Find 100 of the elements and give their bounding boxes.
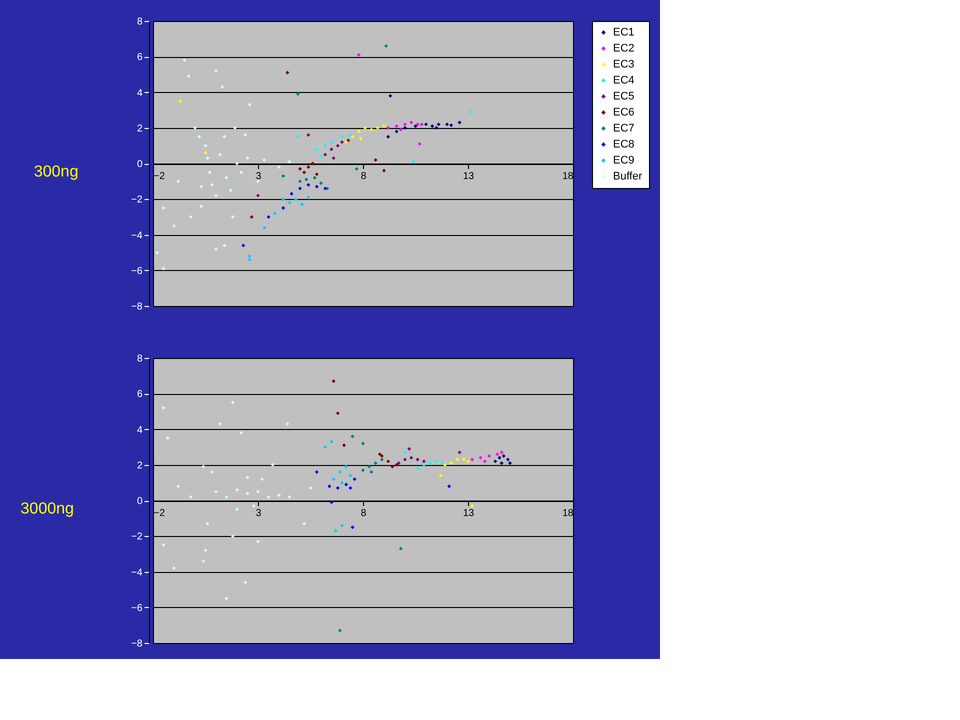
point xyxy=(470,504,474,508)
legend-label: EC5 xyxy=(613,90,634,102)
point xyxy=(384,44,388,48)
point xyxy=(206,156,210,160)
point xyxy=(336,486,340,490)
point xyxy=(248,258,252,262)
point xyxy=(260,477,264,481)
point xyxy=(328,484,332,488)
point xyxy=(233,126,237,130)
point xyxy=(252,504,256,508)
point xyxy=(422,459,426,464)
y-tick-label: −6 xyxy=(131,266,143,277)
y-tick-label: −4 xyxy=(131,230,143,242)
point xyxy=(281,197,286,201)
legend-label: EC2 xyxy=(613,42,634,54)
point xyxy=(302,522,306,526)
point xyxy=(422,463,426,467)
point xyxy=(330,500,334,504)
point xyxy=(296,92,300,96)
point xyxy=(407,446,412,451)
y-tick-label: −4 xyxy=(131,567,143,578)
point xyxy=(304,178,308,182)
point xyxy=(246,156,250,160)
point xyxy=(374,158,378,162)
x-tick-label: 18 xyxy=(562,171,574,182)
point xyxy=(430,124,434,128)
y-tick-label: 2 xyxy=(136,123,143,134)
y-tick-label: 8 xyxy=(136,16,143,28)
x-tick-label: −2 xyxy=(154,171,166,182)
x-tick-label: 13 xyxy=(462,171,474,182)
point xyxy=(470,458,474,462)
point xyxy=(298,166,302,171)
point xyxy=(386,126,390,130)
point xyxy=(302,170,306,174)
point xyxy=(294,197,298,201)
point xyxy=(443,463,447,467)
point xyxy=(172,224,176,228)
point xyxy=(323,445,328,449)
point xyxy=(348,474,352,478)
y-tick-label: −2 xyxy=(131,532,143,543)
point xyxy=(367,464,372,469)
y-tick-label: 0 xyxy=(136,496,143,507)
point xyxy=(361,468,365,472)
point xyxy=(210,470,214,474)
point xyxy=(370,128,374,132)
point xyxy=(363,126,367,130)
y-tick-label: −8 xyxy=(131,302,143,312)
point xyxy=(290,192,294,196)
y-tick-label: 0 xyxy=(136,159,143,170)
point xyxy=(403,122,407,126)
point xyxy=(248,102,252,107)
point xyxy=(394,130,398,134)
point xyxy=(449,461,454,465)
point xyxy=(262,158,266,162)
point xyxy=(396,461,401,465)
point xyxy=(222,244,226,248)
point xyxy=(230,215,235,219)
point xyxy=(428,461,432,465)
point xyxy=(288,200,292,205)
point xyxy=(440,461,445,465)
point xyxy=(348,486,352,490)
point xyxy=(172,566,176,570)
point xyxy=(306,195,310,200)
x-tick-label: −2 xyxy=(154,508,166,519)
point xyxy=(230,400,235,404)
point xyxy=(182,58,186,62)
legend-label: EC3 xyxy=(613,58,634,70)
point xyxy=(281,174,286,178)
point xyxy=(354,166,359,171)
point xyxy=(286,422,290,426)
point xyxy=(342,443,346,448)
point xyxy=(500,461,504,465)
point xyxy=(202,464,206,469)
point xyxy=(218,422,222,426)
point xyxy=(246,475,250,480)
point xyxy=(356,52,361,57)
y-tick-label: −8 xyxy=(131,638,143,650)
point xyxy=(458,450,462,454)
point xyxy=(394,463,398,467)
point xyxy=(398,546,403,550)
point xyxy=(235,488,239,492)
point xyxy=(188,495,193,499)
point xyxy=(306,183,310,187)
point xyxy=(466,459,470,464)
point xyxy=(262,226,266,230)
point xyxy=(244,580,248,584)
point xyxy=(344,464,348,469)
point xyxy=(340,134,344,139)
point xyxy=(496,452,500,456)
point xyxy=(416,466,420,470)
point xyxy=(188,215,193,219)
point xyxy=(390,464,394,469)
point xyxy=(166,436,170,440)
point xyxy=(204,144,208,148)
text: 3000ng xyxy=(20,500,74,518)
point xyxy=(210,183,214,187)
point xyxy=(224,176,228,180)
point xyxy=(330,440,334,444)
point xyxy=(250,215,254,219)
y-tick-label: 2 xyxy=(136,460,143,472)
